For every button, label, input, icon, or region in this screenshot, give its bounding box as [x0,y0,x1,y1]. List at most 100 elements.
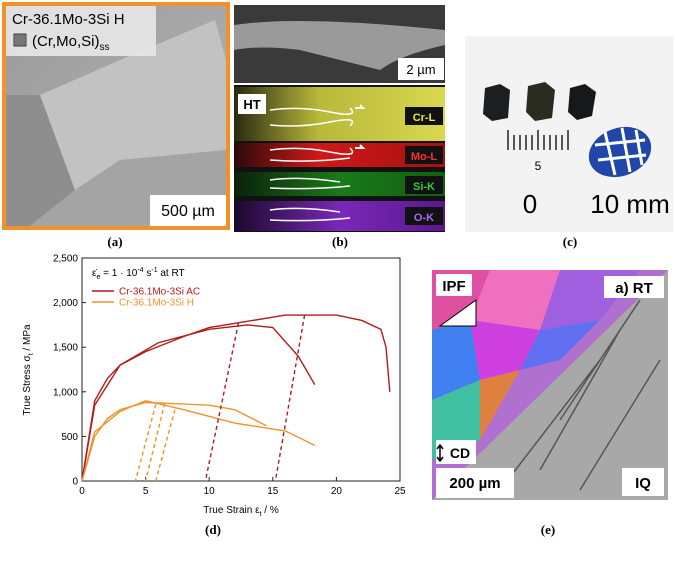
label-part: at RT [158,268,185,279]
scale-box [436,468,514,498]
scale-box [398,58,444,80]
grain [520,320,600,370]
tag: IPF [442,278,465,295]
scale-label: 2 µm [406,62,435,77]
y-tick-label: 0 [72,477,78,488]
y-tick-label: 1,500 [53,343,78,354]
sample [526,82,555,121]
map-label: Mo-L [411,151,438,163]
x-tick-label: 5 [143,486,149,497]
sample [483,84,510,121]
x-tick-label: 0 [79,486,85,497]
legend-label: Cr-36.1Mo-3Si AC [119,287,200,298]
label-part: = 1 · 10 [100,268,137,279]
tag-box [238,94,266,114]
layer [234,21,445,70]
legend-sub: ss [100,42,110,53]
legend-swatch [13,33,27,47]
curve [81,314,391,482]
unloading-line [134,404,157,482]
title: Cr-36.1Mo-3Si H [12,11,125,28]
y-tick-label: 1,000 [53,387,78,398]
grain [470,270,560,330]
y-tick-label: 2,500 [53,254,78,265]
iq-texture [499,299,661,491]
unloading-line [155,409,176,482]
scale-label: 200 µm [449,475,500,492]
label-part: e [96,274,100,281]
ipf-key [438,299,477,327]
caption: (e) [541,522,555,537]
map-label: Cr-L [413,112,436,124]
panel-d: True Stress σt / MPa True Strain εt / % … [22,254,406,538]
panel-b: 2 µm HT Cr-L Mo-L Si-K O-K (b) [234,5,445,249]
legend: (Cr,Mo,Si)ss [32,33,110,53]
x-tick-label: 10 [204,486,216,497]
scale-box [150,195,226,226]
x-tick-label: 15 [267,486,279,497]
tag-box [604,276,664,298]
unloading-line [144,403,166,482]
tag: HT [243,97,260,112]
caption: (b) [332,234,348,249]
label-part: True Strain ε [203,505,260,516]
map-label-box [405,146,443,164]
map-label-box [405,176,443,194]
y-axis-label: True Stress σt / MPa [22,324,35,416]
panel-c: 5 0 10 mm (c) [465,36,673,249]
label-part: -1 [151,267,157,274]
x-axis-label: True Strain εt / % [203,505,279,518]
grain [480,370,520,440]
label-part: / % [262,505,279,516]
panel-e: IPF a) RT CD 200 µm IQ (e) [432,270,668,537]
ruler [507,130,569,150]
caption: (c) [563,234,577,249]
unloading-line [274,314,306,482]
ruler-label: 0 [523,189,537,219]
label-part: t [28,353,35,355]
curve [81,401,267,482]
map-label-box [405,107,443,125]
arrow [355,104,366,149]
curve [81,324,316,482]
x-tick-label: 25 [394,486,406,497]
scale-label: 500 µm [161,203,215,220]
tag: a) RT [615,280,653,297]
grain [6,95,75,226]
tag: CD [450,445,470,461]
y-tick-label: 2,000 [53,298,78,309]
x-tick-label: 20 [331,486,343,497]
direction-arrow [436,443,444,463]
strain-rate: ε̇e = 1 · 10-4 s-1 at RT [92,267,185,281]
label-box [6,6,156,56]
legend-text: (Cr,Mo,Si) [32,33,100,50]
map-label-box [405,207,443,225]
sample [568,84,596,120]
tag-box [436,274,472,296]
legend-label: Cr-36.1Mo-3Si H [119,298,194,309]
caption: (d) [205,522,221,537]
label-part: t [260,511,262,518]
tag: IQ [635,475,651,492]
mesh-lines [594,127,647,176]
label-part: / MPa [22,324,33,353]
panel-a: Cr-36.1Mo-3Si H (Cr,Mo,Si)ss 500 µm (a) [2,2,230,249]
tag-box [436,440,476,464]
label-part: -4 [137,267,143,274]
y-tick-label: 500 [61,432,78,443]
label-part: ε̇ [92,268,97,279]
grain [432,320,480,400]
map-label: Si-K [413,181,435,193]
caption: (a) [107,234,122,249]
interface-line [269,107,354,222]
ruler-label: 5 [535,159,542,173]
ruler-label: 10 mm [590,189,669,219]
unloading-line [204,322,240,482]
plot-frame [81,257,401,482]
label-part: s [144,268,152,279]
label-part: True Stress σ [22,354,33,415]
tag-box [622,468,664,496]
grain [40,20,226,190]
